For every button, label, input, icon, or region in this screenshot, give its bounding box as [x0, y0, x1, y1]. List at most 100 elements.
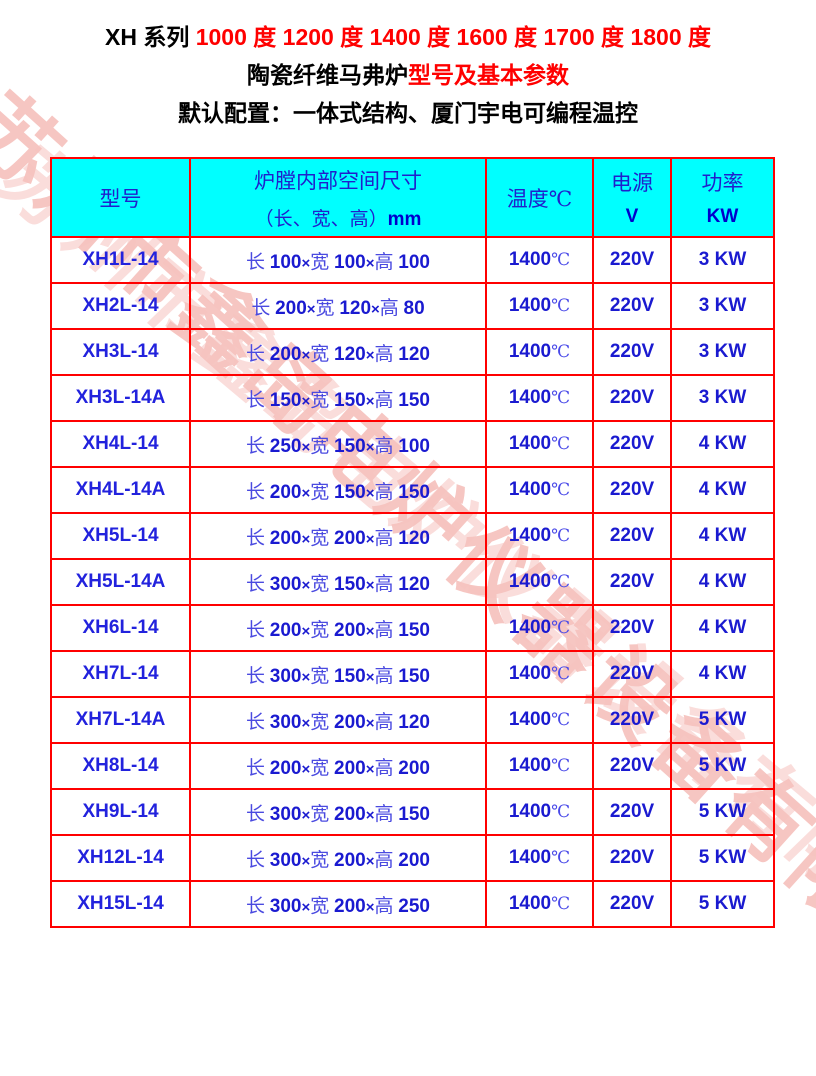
dimension-separator: × — [365, 806, 375, 824]
table-row: XH9L-14 长 300×宽 200×高 150 1400℃ 220V 5 KW — [50, 788, 775, 836]
cell-dimensions: 长 200×宽 120×高 120 — [189, 328, 487, 376]
dimension-separator: × — [301, 254, 311, 272]
table-row: XH6L-14 长 200×宽 200×高 150 1400℃ 220V 4 KW — [50, 604, 775, 652]
cell-dimensions: 长 200×宽 200×高 150 — [189, 604, 487, 652]
dimension-value-height: 100 — [398, 251, 430, 273]
dimension-value-width: 150 — [334, 435, 366, 457]
dimension-value-length: 300 — [269, 895, 302, 917]
dimension-label-length: 长 — [246, 849, 270, 871]
dimension-separator: × — [301, 484, 311, 502]
cell-model: XH3L-14 — [50, 328, 191, 376]
dimension-value-height: 120 — [398, 711, 430, 733]
dimension-value-width: 150 — [334, 573, 366, 595]
column-header-dimensions-sub: （长、宽、高）mm — [191, 204, 485, 231]
title-line-1-segment-black: XH 系列 — [104, 24, 190, 50]
cell-temperature: 1400℃ — [485, 788, 594, 836]
temperature-value: 1400 — [508, 387, 552, 408]
cell-voltage: 220V — [592, 512, 672, 560]
dimension-label-length: 长 — [246, 665, 270, 687]
dimension-value-height: 150 — [398, 803, 430, 825]
cell-voltage: 220V — [592, 374, 672, 422]
dimension-value-length: 200 — [269, 757, 302, 779]
column-header-dimensions-label: 炉膛内部空间尺寸 — [254, 168, 422, 193]
title-line-3-segment-black: 默认配置：一体式结构、厦门宇电可编程温控 — [178, 100, 638, 126]
cell-voltage: 220V — [592, 466, 672, 514]
cell-temperature: 1400℃ — [485, 604, 594, 652]
dimension-value-width: 200 — [334, 803, 366, 825]
temperature-unit: ℃ — [551, 572, 571, 591]
temperature-value: 1400 — [508, 433, 552, 454]
temperature-unit: ℃ — [551, 894, 571, 913]
dimension-label-length: 长 — [246, 389, 270, 411]
dimension-separator: × — [365, 530, 375, 548]
spec-table-container: 型号 炉膛内部空间尺寸 （长、宽、高）mm 温度℃ 电源 V 功率 KW — [50, 157, 775, 928]
cell-model: XH5L-14 — [50, 512, 191, 560]
cell-power: 4 KW — [670, 512, 775, 560]
cell-dimensions: 长 200×宽 200×高 200 — [189, 742, 487, 790]
dimension-label-width: 宽 — [310, 665, 335, 687]
cell-power: 5 KW — [670, 788, 775, 836]
table-row: XH1L-14 长 100×宽 100×高 100 1400℃ 220V 3 KW — [50, 236, 775, 284]
table-row: XH4L-14 长 250×宽 150×高 100 1400℃ 220V 4 KW — [50, 420, 775, 468]
table-row: XH5L-14A 长 300×宽 150×高 120 1400℃ 220V 4 KW — [50, 558, 775, 606]
title-line-2-segment-black: 陶瓷纤维马弗炉 — [247, 62, 408, 88]
dimension-label-length: 长 — [246, 619, 270, 641]
column-header-model: 型号 — [50, 157, 191, 238]
dimension-separator: × — [365, 668, 375, 686]
dimension-separator: × — [301, 898, 311, 916]
table-row: XH7L-14A 长 300×宽 200×高 120 1400℃ 220V 5 KW — [50, 696, 775, 744]
cell-dimensions: 长 300×宽 200×高 200 — [189, 834, 487, 882]
dimension-value-width: 200 — [334, 619, 366, 641]
cell-power: 3 KW — [670, 282, 775, 330]
dimension-value-width: 120 — [334, 343, 366, 365]
dimension-value-height: 120 — [398, 527, 430, 549]
dimension-separator: × — [365, 576, 375, 594]
dimension-value-height: 120 — [398, 343, 430, 365]
cell-power: 3 KW — [670, 328, 775, 376]
dimension-label-width: 宽 — [310, 757, 335, 779]
cell-dimensions: 长 300×宽 200×高 120 — [189, 696, 487, 744]
temperature-value: 1400 — [508, 755, 552, 776]
dimension-label-width: 宽 — [310, 527, 335, 549]
cell-power: 5 KW — [670, 742, 775, 790]
dimension-value-length: 300 — [269, 711, 302, 733]
column-header-power-label: 功率 — [701, 171, 744, 195]
dimension-value-width: 200 — [334, 895, 366, 917]
cell-power: 4 KW — [670, 558, 775, 606]
cell-temperature: 1400℃ — [485, 696, 594, 744]
cell-voltage: 220V — [592, 788, 672, 836]
dimension-separator: × — [365, 254, 375, 272]
cell-dimensions: 长 150×宽 150×高 150 — [189, 374, 487, 422]
dimension-label-length: 长 — [246, 435, 270, 457]
temperature-value: 1400 — [508, 341, 552, 362]
column-header-dimensions-unit: mm — [387, 208, 422, 230]
column-header-model-label: 型号 — [99, 186, 142, 211]
temperature-unit: ℃ — [551, 802, 571, 821]
title-block: XH 系列 1000 度 1200 度 1400 度 1600 度 1700 度… — [0, 0, 816, 125]
dimension-value-length: 300 — [269, 849, 302, 871]
dimension-value-length: 300 — [269, 665, 302, 687]
dimension-separator: × — [371, 300, 380, 318]
temperature-value: 1400 — [508, 709, 552, 730]
dimension-label-length: 长 — [246, 481, 270, 503]
column-header-power-supply-unit: V — [625, 206, 639, 227]
cell-temperature: 1400℃ — [485, 374, 594, 422]
dimension-label-width: 宽 — [310, 803, 335, 825]
cell-dimensions: 长 300×宽 200×高 250 — [189, 880, 487, 928]
dimension-label-height: 高 — [374, 665, 399, 687]
dimension-label-width: 宽 — [310, 435, 335, 457]
cell-voltage: 220V — [592, 420, 672, 468]
dimension-value-height: 150 — [398, 481, 430, 503]
table-header: 型号 炉膛内部空间尺寸 （长、宽、高）mm 温度℃ 电源 V 功率 KW — [50, 157, 775, 238]
cell-temperature: 1400℃ — [485, 650, 594, 698]
temperature-value: 1400 — [508, 295, 552, 316]
cell-model: XH4L-14 — [50, 420, 191, 468]
dimension-label-width: 宽 — [310, 895, 335, 917]
dimension-label-width: 宽 — [310, 251, 335, 273]
cell-model: XH7L-14A — [50, 696, 191, 744]
dimension-label-length: 长 — [246, 251, 270, 273]
dimension-value-height: 120 — [398, 573, 430, 595]
dimension-label-height: 高 — [374, 251, 399, 273]
cell-temperature: 1400℃ — [485, 742, 594, 790]
cell-temperature: 1400℃ — [485, 420, 594, 468]
